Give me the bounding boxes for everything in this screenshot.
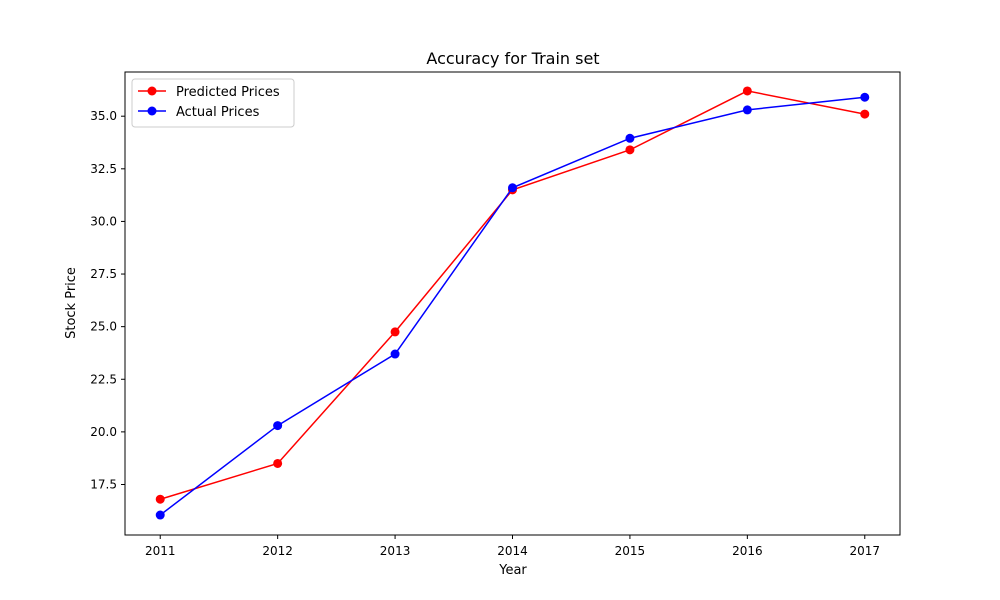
data-point [508,183,517,193]
plot-area [124,71,901,536]
x-tick-label: 2016 [732,544,763,558]
data-point [860,92,870,102]
legend-box [131,78,295,128]
data-point [155,510,165,520]
y-tick-label: 20.0 [90,425,117,439]
x-tick-label: 2013 [380,544,411,558]
series-line [160,90,865,500]
x-axis-label: Year [498,563,527,578]
x-tick-label: 2017 [849,544,880,558]
data-point [273,458,283,468]
data-point [742,105,752,115]
y-axis-ticks: 17.5 20.0 22.5 25.0 27.5 30.0 32.5 35.0 [90,109,125,491]
data-point [390,349,400,359]
y-tick-label: 25.0 [90,320,117,334]
x-tick-label: 2015 [615,544,646,558]
data-point [273,421,283,431]
x-tick-label: 2011 [145,544,176,558]
legend-marker-swatch [147,106,157,116]
y-tick-label: 17.5 [90,477,117,491]
chart-title: Accuracy for Train set [426,49,599,68]
series-predicted-prices [155,86,870,504]
legend-label: Actual Prices [176,105,260,120]
legend-item: Actual Prices [138,105,260,120]
x-axis-ticks: 2011 2012 2013 2014 2015 2016 2017 [145,535,880,558]
legend: Predicted Prices Actual Prices [131,78,295,128]
data-point [860,109,870,119]
data-point [155,494,165,504]
series-layer [155,86,870,520]
series-actual-prices [155,92,870,520]
legend-marker-swatch [147,86,157,96]
data-point [742,86,752,96]
legend-item: Predicted Prices [138,85,280,100]
y-tick-label: 27.5 [90,267,117,281]
data-point [390,327,400,337]
y-tick-label: 22.5 [90,372,117,386]
y-tick-label: 30.0 [90,214,117,228]
legend-label: Predicted Prices [176,85,280,100]
y-tick-label: 35.0 [90,109,117,123]
y-axis-label: Stock Price [64,267,79,339]
data-point [625,133,635,143]
data-point [625,145,635,155]
series-line [159,96,865,516]
x-tick-label: 2014 [497,544,528,558]
x-tick-label: 2012 [262,544,293,558]
y-tick-label: 32.5 [90,162,117,176]
